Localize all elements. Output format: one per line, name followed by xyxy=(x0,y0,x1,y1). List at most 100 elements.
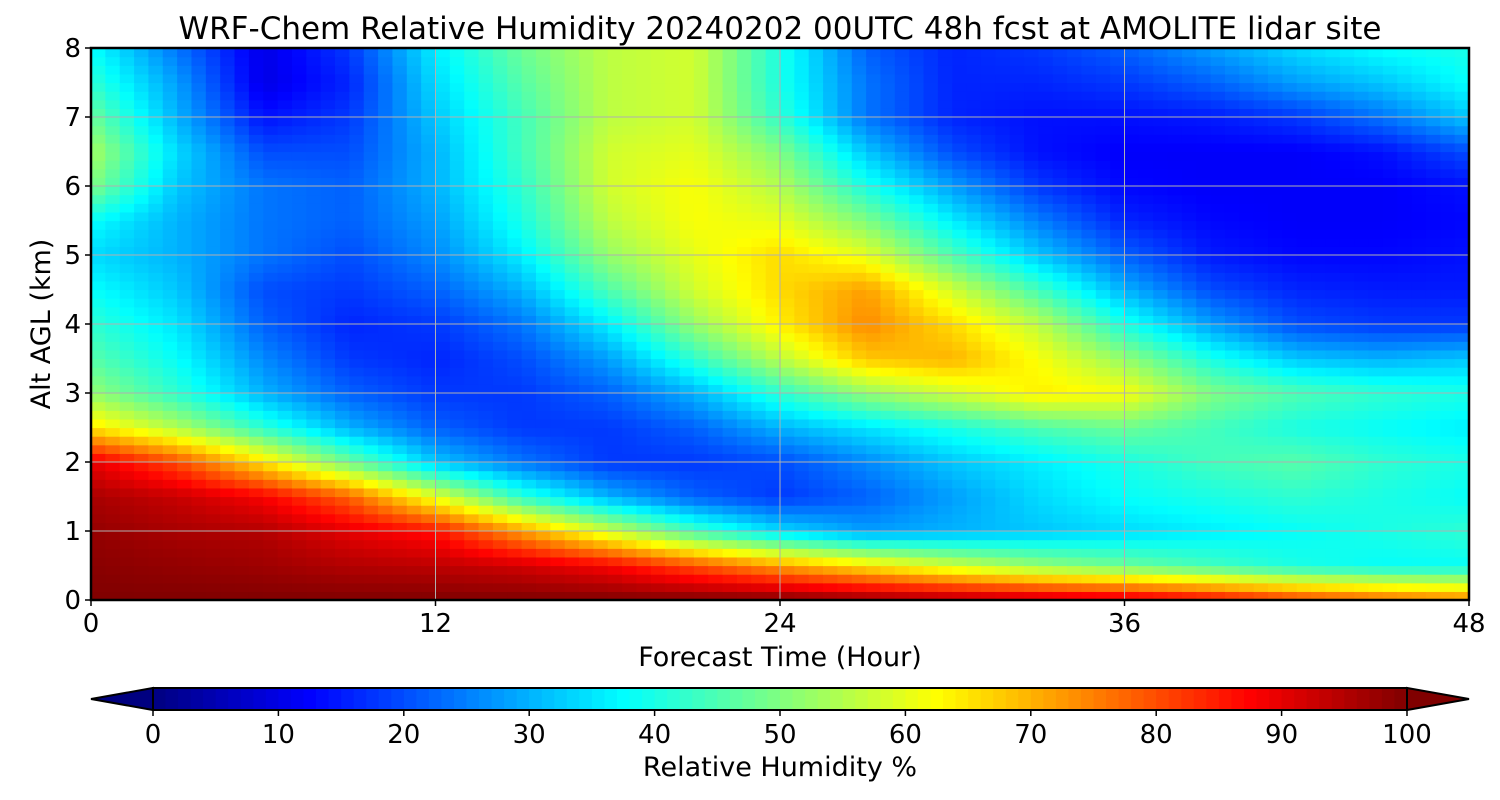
heatmap-cell xyxy=(220,246,236,256)
heatmap-cell xyxy=(1110,367,1126,377)
heatmap-cell xyxy=(492,211,508,222)
heatmap-cell xyxy=(320,496,336,506)
heatmap-cell xyxy=(1397,574,1413,584)
heatmap-cell xyxy=(1124,479,1140,489)
heatmap-cell xyxy=(808,349,824,360)
heatmap-cell xyxy=(995,479,1011,489)
heatmap-cell xyxy=(593,548,609,558)
heatmap-cell xyxy=(1067,487,1083,498)
heatmap-cell xyxy=(794,462,810,472)
heatmap-cell xyxy=(248,272,264,282)
heatmap-cell xyxy=(1296,306,1312,316)
heatmap-cell xyxy=(335,582,350,592)
heatmap-cell xyxy=(1454,453,1469,463)
heatmap-cell xyxy=(564,289,580,299)
heatmap-cell xyxy=(119,505,135,515)
heatmap-cell xyxy=(162,280,178,291)
heatmap-cell xyxy=(823,479,839,489)
heatmap-cell xyxy=(449,272,465,282)
heatmap-cell xyxy=(1210,168,1226,178)
heatmap-cell xyxy=(464,168,480,178)
heatmap-cell xyxy=(1081,375,1097,385)
heatmap-cell xyxy=(995,255,1011,265)
heatmap-cell xyxy=(1440,548,1456,558)
heatmap-cell xyxy=(665,186,681,196)
heatmap-cell xyxy=(392,436,408,446)
heatmap-cell xyxy=(421,229,437,239)
heatmap-cell xyxy=(1009,186,1025,196)
heatmap-cell xyxy=(708,280,724,291)
heatmap-cell xyxy=(1411,177,1427,187)
heatmap-cell xyxy=(378,272,394,282)
heatmap-cell xyxy=(966,298,982,308)
heatmap-cell xyxy=(808,203,824,213)
heatmap-cell xyxy=(220,289,236,299)
heatmap-cell xyxy=(1081,151,1097,161)
heatmap-cell xyxy=(306,160,322,170)
heatmap-cell xyxy=(421,548,437,558)
heatmap-cell xyxy=(248,418,264,429)
heatmap-cell xyxy=(937,324,953,334)
heatmap-cell xyxy=(205,324,221,334)
heatmap-cell xyxy=(1196,194,1212,204)
heatmap-cell xyxy=(693,418,709,429)
heatmap-cell xyxy=(435,332,451,342)
heatmap-cell xyxy=(363,470,379,480)
heatmap-cell xyxy=(406,496,422,506)
heatmap-cell xyxy=(335,496,350,506)
heatmap-cell xyxy=(105,453,121,463)
heatmap-cell xyxy=(162,246,178,256)
heatmap-cell xyxy=(1368,531,1384,541)
heatmap-cell xyxy=(995,531,1011,541)
heatmap-cell xyxy=(1038,556,1054,567)
heatmap-cell xyxy=(134,237,150,247)
heatmap-cell xyxy=(1454,436,1469,446)
heatmap-cell xyxy=(464,237,480,247)
heatmap-cell xyxy=(736,237,752,247)
heatmap-cell xyxy=(679,367,695,377)
heatmap-cell xyxy=(1196,341,1212,351)
heatmap-cell xyxy=(1124,522,1140,532)
heatmap-cell xyxy=(851,393,867,403)
heatmap-cell xyxy=(492,556,508,567)
heatmap-cell xyxy=(406,324,422,334)
heatmap-cell xyxy=(708,306,724,316)
heatmap-cell xyxy=(622,367,638,377)
heatmap-cell xyxy=(1268,436,1283,446)
heatmap-cell xyxy=(1354,220,1370,230)
heatmap-cell xyxy=(306,574,322,584)
heatmap-cell xyxy=(1210,410,1226,420)
heatmap-cell xyxy=(636,591,652,600)
heatmap-cell xyxy=(607,479,623,489)
heatmap-cell xyxy=(91,453,106,463)
heatmap-cell xyxy=(708,548,724,558)
heatmap-cell xyxy=(205,565,221,575)
heatmap-cell xyxy=(1067,556,1083,567)
heatmap-cell xyxy=(435,522,451,532)
heatmap-cell xyxy=(406,263,422,273)
heatmap-cell xyxy=(765,453,781,463)
heatmap-cell xyxy=(693,401,709,411)
heatmap-cell xyxy=(320,582,336,592)
heatmap-cell xyxy=(794,220,810,230)
heatmap-cell xyxy=(1181,367,1197,377)
heatmap-cell xyxy=(1124,531,1140,541)
heatmap-cell xyxy=(291,462,307,472)
heatmap-cell xyxy=(866,462,882,472)
heatmap-cell xyxy=(837,324,853,334)
heatmap-cell xyxy=(134,177,150,187)
heatmap-cell xyxy=(320,548,336,558)
heatmap-cell xyxy=(1153,531,1169,541)
heatmap-cell xyxy=(1081,263,1097,273)
heatmap-cell xyxy=(937,332,953,342)
heatmap-cell xyxy=(177,298,193,308)
heatmap-cell xyxy=(751,168,767,178)
heatmap-cell xyxy=(736,298,752,308)
heatmap-cell xyxy=(894,220,910,230)
heatmap-cell xyxy=(134,186,150,196)
heatmap-cell xyxy=(622,470,638,480)
heatmap-cell xyxy=(679,574,695,584)
heatmap-cell xyxy=(105,160,121,170)
heatmap-cell xyxy=(823,444,839,454)
heatmap-cell xyxy=(923,375,939,385)
